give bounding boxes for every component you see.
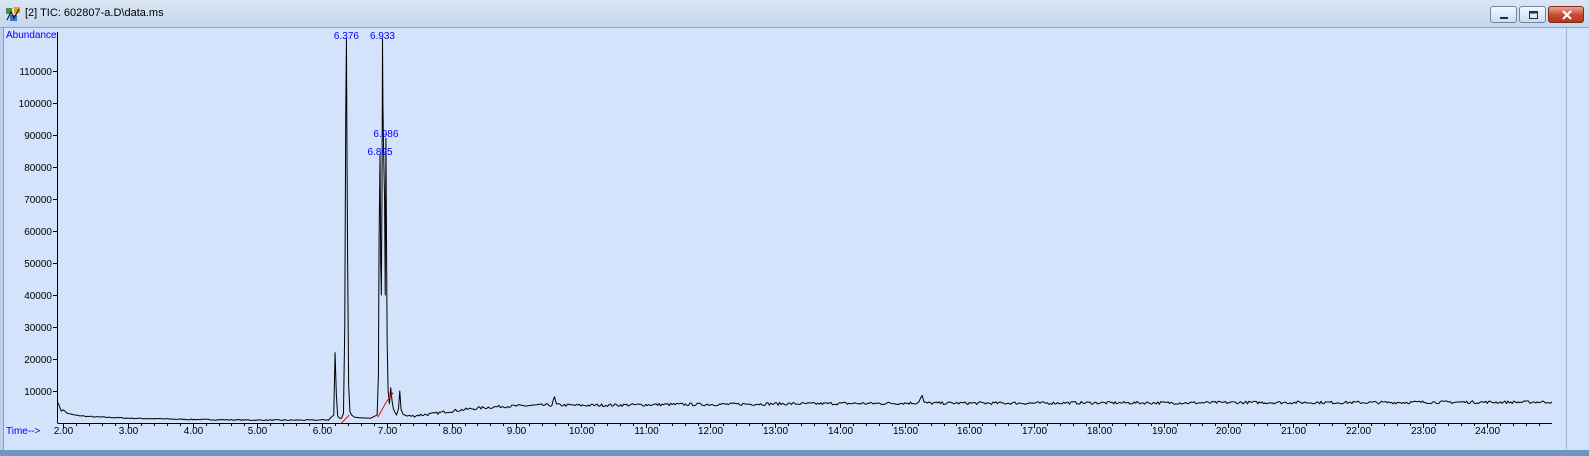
maximize-button[interactable]: [1519, 6, 1546, 23]
peak-label: 6.895: [368, 147, 393, 158]
y-tick-label: 70000: [24, 195, 52, 206]
y-tick-label: 30000: [24, 323, 52, 334]
y-tick-label: 110000: [19, 67, 52, 78]
y-tick-label: 80000: [24, 163, 52, 174]
x-tick-label: 17.00: [1022, 426, 1047, 437]
tic-chart: Abundance Time--> 10000 20000 30000 40000 5000…: [6, 30, 1553, 437]
x-tick-label: 8.00: [443, 426, 463, 437]
x-tick-label: 2.00: [54, 426, 74, 437]
integration-baseline: [341, 414, 350, 424]
integration-baseline: [377, 401, 387, 418]
x-tick-label: 22.00: [1346, 426, 1371, 437]
window-title: [2] TIC: 602807-a.D\data.ms: [25, 7, 164, 19]
minimize-button[interactable]: [1490, 6, 1517, 23]
y-tick-label: 60000: [24, 227, 52, 238]
x-tick-label: 16.00: [957, 426, 982, 437]
x-tick-label: 12.00: [698, 426, 723, 437]
integration-baseline: [385, 392, 394, 403]
x-tick-label: 10.00: [569, 426, 594, 437]
peak-label: 6.933: [370, 31, 395, 42]
x-tick-label: 9.00: [507, 426, 527, 437]
x-tick-label: 23.00: [1411, 426, 1436, 437]
y-axis-title: Abundance: [6, 30, 57, 41]
title-bar: [2] TIC: 602807-a.D\data.ms: [0, 0, 1589, 28]
y-tick-label: 10000: [24, 387, 52, 398]
x-tick-label: 20.00: [1216, 426, 1241, 437]
y-tick-label: 50000: [24, 259, 52, 270]
y-tick-label: 40000: [24, 291, 52, 302]
x-axis-title: Time-->: [6, 426, 41, 437]
bottom-border: [0, 450, 1589, 456]
tic-trace: [57, 38, 1553, 422]
y-tick-label: 90000: [24, 131, 52, 142]
x-tick-label: 11.00: [634, 426, 659, 437]
x-tick-label: 15.00: [893, 426, 918, 437]
y-tick-label: 20000: [24, 355, 52, 366]
x-tick-label: 5.00: [248, 426, 268, 437]
x-tick-label: 14.00: [828, 426, 853, 437]
x-tick-label: 18.00: [1087, 426, 1112, 437]
y-tick-label: 100000: [19, 99, 53, 110]
maximize-icon: [1529, 11, 1538, 19]
peak-label: 6.986: [373, 129, 398, 140]
right-edge-panel: [1566, 28, 1589, 450]
close-icon: [1562, 10, 1572, 20]
chromatogram-plot-area[interactable]: Abundance Time--> 10000 20000 30000 40000 5000…: [3, 28, 1567, 450]
x-tick-label: 3.00: [119, 426, 139, 437]
minimize-icon: [1500, 17, 1508, 19]
x-tick-label: 24.00: [1475, 426, 1500, 437]
close-button[interactable]: [1548, 6, 1584, 23]
peak-label: 6.376: [334, 31, 359, 42]
x-tick-label: 7.00: [378, 426, 398, 437]
x-tick-label: 6.00: [313, 426, 333, 437]
chromatogram-app-icon: [5, 6, 22, 22]
x-tick-label: 21.00: [1281, 426, 1306, 437]
x-tick-label: 13.00: [763, 426, 788, 437]
x-tick-label: 4.00: [184, 426, 204, 437]
x-tick-label: 19.00: [1152, 426, 1177, 437]
